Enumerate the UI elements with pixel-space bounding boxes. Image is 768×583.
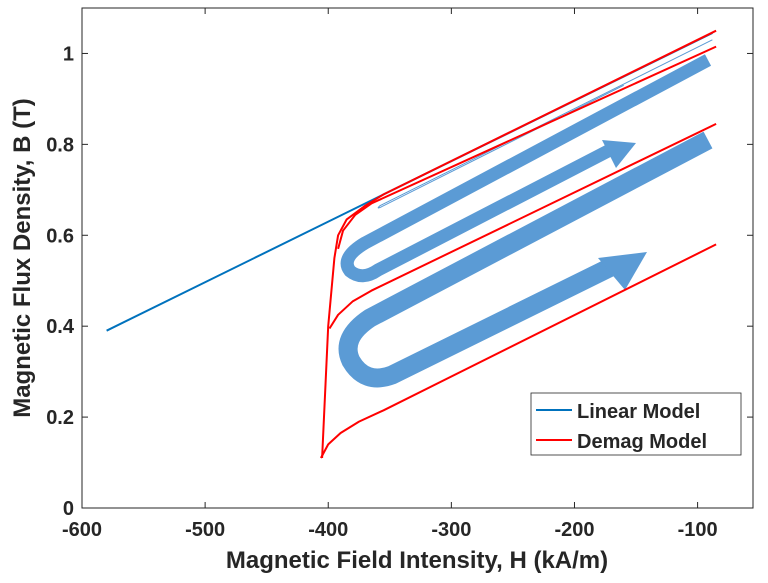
- x-tick-label: -500: [185, 519, 225, 541]
- y-tick-label: 0.6: [46, 225, 74, 247]
- x-tick-label: -100: [678, 519, 718, 541]
- annotation-arrows: [338, 39, 713, 388]
- plot-frame: [81, 7, 754, 509]
- series-line-demag-model: [320, 243, 717, 459]
- y-tick-label: 0.2: [46, 407, 74, 429]
- y-tick-label: 1: [63, 43, 74, 65]
- x-tick-label: -400: [308, 519, 348, 541]
- legend-label-demag: Demag Model: [577, 431, 707, 453]
- annotation-arrow-upper: [340, 54, 712, 283]
- legend-box: [530, 392, 742, 456]
- x-tick-label: -200: [554, 519, 594, 541]
- x-axis-label: Magnetic Field Intensity, H (kA/m): [226, 547, 608, 574]
- thin-annotation-arrow: [377, 39, 713, 209]
- x-tick-label: -600: [62, 519, 102, 541]
- annotation-arrow-lower: [338, 131, 713, 388]
- series-line-demag-model: [328, 122, 717, 330]
- series-lines: [106, 29, 717, 459]
- x-tick-label: -300: [431, 519, 471, 541]
- annotation-arrowhead-lower: [598, 252, 647, 290]
- series-line-demag-model: [337, 45, 717, 250]
- legend: Linear Model Demag Model: [530, 392, 742, 456]
- legend-label-linear: Linear Model: [577, 401, 700, 423]
- ticks: -600 -500 -400 -300 -200 -100 0 0.2 0.4 0.6 0.8 1: [46, 8, 753, 541]
- y-axis-label: Magnetic Flux Density, B (T): [9, 98, 36, 418]
- series-line-demag-model: [321, 29, 717, 459]
- y-tick-label: 0.4: [46, 316, 75, 338]
- y-tick-label: 0.8: [46, 134, 74, 156]
- annotation-arrowhead-upper: [602, 140, 636, 168]
- y-tick-label: 0: [63, 498, 74, 520]
